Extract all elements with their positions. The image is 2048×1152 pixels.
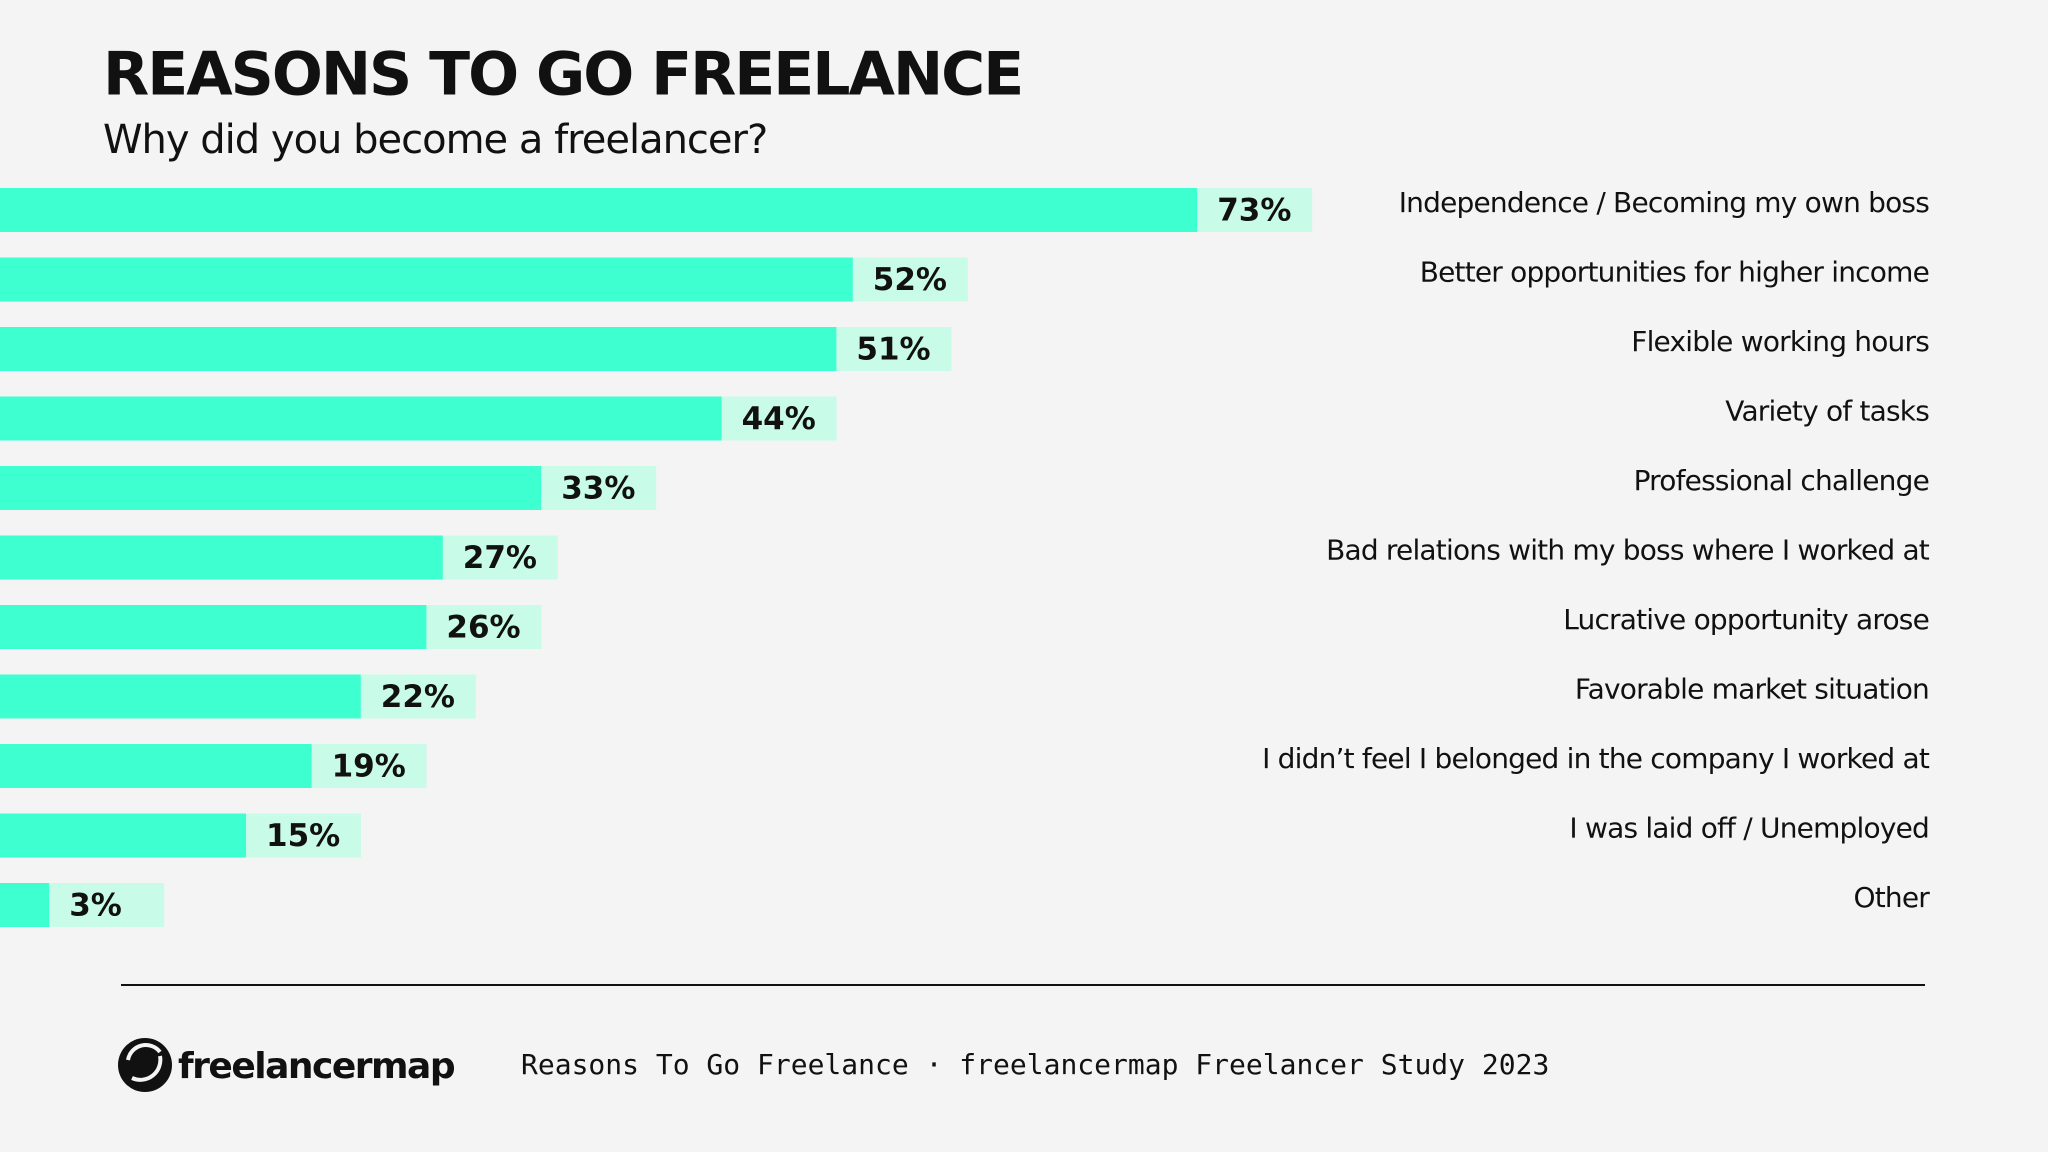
value-label-bg [49,883,165,927]
bar [0,674,361,719]
value-label-bg [1197,188,1313,232]
value-label-bg [246,813,361,858]
bar [0,535,443,580]
category-label: I was laid off / Unemployed [1569,812,1929,845]
value-label-bg [721,396,837,441]
category-label: I didn’t feel I belonged in the company … [1262,742,1930,775]
bar [0,466,542,510]
category-label: Flexible working hours [1631,325,1929,358]
value-label-bg [311,744,427,788]
value-label: 44% [742,401,816,437]
value-label-bg [852,257,968,302]
bar [0,883,50,927]
category-label: Professional challenge [1634,464,1929,497]
value-label: 22% [381,679,455,715]
bar [0,327,837,371]
bar [0,813,246,858]
value-label: 33% [561,471,635,507]
value-label: 3% [69,888,122,924]
category-label: Other [1853,881,1930,914]
value-label: 26% [446,610,520,646]
chart-title: REASONS TO GO FREELANCE [103,40,1022,110]
value-label-bg [836,327,952,371]
category-label: Bad relations with my boss where I worke… [1326,534,1930,567]
bar [0,396,722,441]
bar [0,257,853,302]
category-label: Lucrative opportunity arose [1563,603,1929,636]
value-label: 51% [856,332,930,368]
logo-icon-detail [126,1043,163,1082]
value-label-bg [360,674,476,719]
value-label-bg [426,605,542,649]
value-label: 27% [463,540,537,576]
bar [0,744,312,788]
category-label: Better opportunities for higher income [1420,256,1929,289]
bar [0,605,427,649]
value-label: 19% [332,749,406,785]
value-label: 15% [266,818,340,854]
footer-source: Reasons To Go Freelance · freelancermap … [521,1048,1549,1081]
value-label: 73% [1217,193,1291,229]
category-label: Variety of tasks [1725,395,1929,428]
value-label: 52% [873,262,947,298]
category-label: Favorable market situation [1575,673,1929,706]
value-label-bg [442,535,558,580]
category-label: Independence / Becoming my own boss [1399,186,1930,219]
bar [0,188,1198,232]
chart-subtitle: Why did you become a freelancer? [103,117,767,163]
logo-text: freelancermap [178,1046,455,1087]
value-label-bg [541,466,657,510]
